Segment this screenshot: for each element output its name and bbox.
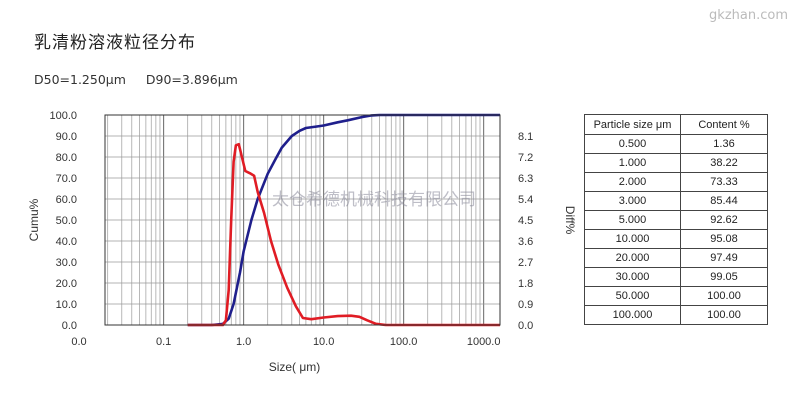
particle-size-cell: 2.000: [584, 172, 681, 192]
right-tick-label: 2.7: [518, 257, 533, 269]
table-row: 0.500 1.36: [584, 134, 768, 154]
table-row: 20.000 97.49: [584, 248, 768, 268]
left-tick-label: 10.0: [56, 299, 77, 311]
table-row: 3.000 85.44: [584, 191, 768, 211]
left-tick-label: 50.0: [56, 215, 77, 227]
table-row: 5.000 92.62: [584, 210, 768, 230]
x-tick-label: 1.0: [236, 336, 251, 348]
content-cell: 1.36: [680, 134, 768, 154]
site-watermark: gkzhan.com: [709, 8, 788, 23]
content-cell: 38.22: [680, 153, 768, 173]
right-tick-label: 0.0: [518, 320, 533, 332]
x-tick-label: 0.1: [156, 336, 171, 348]
content-cell: 97.49: [680, 248, 768, 268]
x-tick-label: 1000.0: [467, 336, 501, 348]
chart-title: 乳清粉溶液粒径分布: [34, 33, 196, 53]
left-tick-label: 20.0: [56, 278, 77, 290]
table-row: 10.000 95.08: [584, 229, 768, 249]
particle-size-cell: 20.000: [584, 248, 681, 268]
right-tick-label: 7.2: [518, 152, 533, 164]
cumulative-series-line: [187, 113, 500, 327]
right-tick-label: 3.6: [518, 236, 533, 248]
right-axis-label: Diff%: [563, 206, 577, 235]
d50-value: D50=1.250μm: [34, 72, 126, 87]
particle-size-cell: 0.500: [584, 134, 681, 154]
left-tick-label: 30.0: [56, 257, 77, 269]
left-tick-label: 40.0: [56, 236, 77, 248]
table-row: 30.000 99.05: [584, 267, 768, 287]
differential-series-line: [187, 142, 500, 327]
table-row: 2.000 73.33: [584, 172, 768, 192]
content-cell: 73.33: [680, 172, 768, 192]
content-cell: 92.62: [680, 210, 768, 230]
chart-lines: [187, 113, 500, 327]
right-tick-label: 5.4: [518, 194, 533, 206]
x-tick-label: 100.0: [390, 336, 418, 348]
x-axis-ticks: 0.0 0.1 1.0 10.0 100.0 1000.0: [71, 336, 500, 348]
left-tick-label: 100.0: [49, 110, 77, 122]
content-cell: 99.05: [680, 267, 768, 287]
right-tick-label: 4.5: [518, 215, 533, 227]
left-axis-label: Cumu%: [27, 198, 41, 241]
left-tick-label: 80.0: [56, 152, 77, 164]
table-row: 1.000 38.22: [584, 153, 768, 173]
right-axis-ticks: 0.0 0.9 1.8 2.7 3.6 4.5 5.4 6.3 7.2 8.1: [518, 131, 533, 332]
plot-frame: [104, 114, 501, 326]
x-tick-label: 10.0: [313, 336, 334, 348]
header-particle-size: Particle size μm: [584, 114, 681, 135]
x-tick-label: 0.0: [71, 336, 86, 348]
chart-watermark: 太仓希德机械科技有限公司: [272, 190, 476, 210]
content-cell: 100.00: [680, 286, 768, 306]
particle-size-cell: 5.000: [584, 210, 681, 230]
right-tick-label: 0.9: [518, 299, 533, 311]
particle-size-cell: 1.000: [584, 153, 681, 173]
right-tick-label: 1.8: [518, 278, 533, 290]
chart-grid: [105, 115, 500, 325]
header-content: Content %: [680, 114, 768, 135]
d90-value: D90=3.896μm: [145, 72, 238, 87]
distribution-chart: 0.0 10.0 20.0 30.0 40.0 50.0 60.0 70.0 80.0 90.0 1…: [27, 110, 577, 374]
right-tick-label: 6.3: [518, 173, 533, 185]
right-tick-label: 8.1: [518, 131, 533, 143]
particle-size-cell: 3.000: [584, 191, 681, 211]
particle-size-cell: 50.000: [584, 286, 681, 306]
left-axis-ticks: 0.0 10.0 20.0 30.0 40.0 50.0 60.0 70.0 80.0 90.0 1…: [49, 110, 77, 332]
left-tick-label: 70.0: [56, 173, 77, 185]
left-tick-label: 90.0: [56, 131, 77, 143]
left-tick-label: 60.0: [56, 194, 77, 206]
content-cell: 100.00: [680, 305, 768, 325]
particle-size-cell: 100.000: [584, 305, 681, 325]
particle-size-table: Particle size μm Content % 0.500 1.36 1.00…: [584, 114, 768, 325]
particle-size-cell: 30.000: [584, 267, 681, 287]
left-tick-label: 0.0: [62, 320, 77, 332]
particle-size-cell: 10.000: [584, 229, 681, 249]
d-values: D50=1.250μm D90=3.896μm: [34, 72, 254, 87]
table-row: 100.000 100.00: [584, 305, 768, 325]
table-header-row: Particle size μm Content %: [584, 114, 768, 135]
x-axis-label: Size( μm): [269, 360, 321, 374]
content-cell: 95.08: [680, 229, 768, 249]
content-cell: 85.44: [680, 191, 768, 211]
table-row: 50.000 100.00: [584, 286, 768, 306]
